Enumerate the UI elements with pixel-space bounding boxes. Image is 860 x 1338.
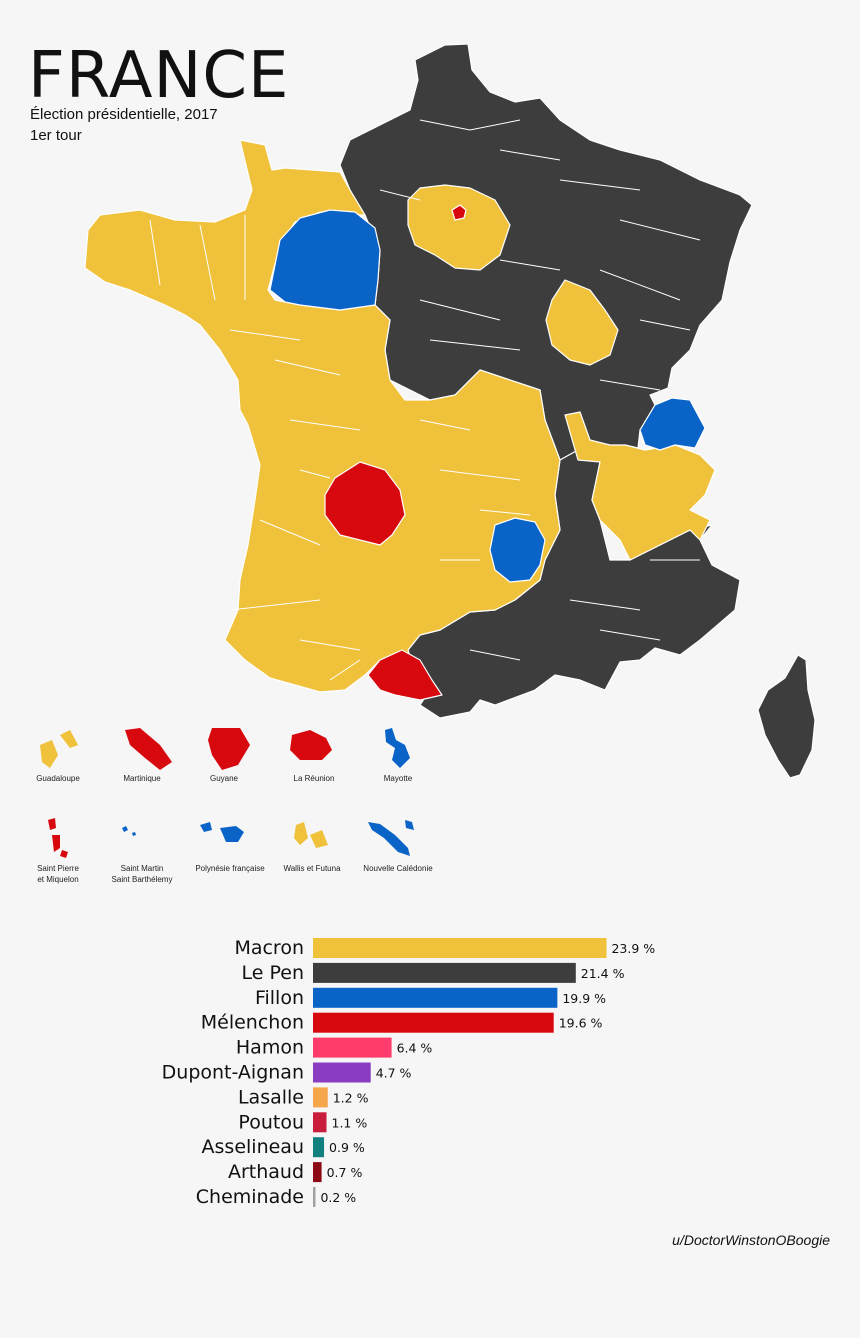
overseas-label: Guadaloupe	[36, 774, 80, 783]
bar-value-label: 19.9 %	[562, 991, 606, 1006]
saint-martin-shape	[122, 826, 136, 836]
bar-category-label: Dupont-Aignan	[162, 1062, 304, 1084]
bar	[313, 1137, 325, 1158]
bar-category-label: Asselineau	[202, 1136, 304, 1158]
reunion-shape	[290, 730, 332, 760]
bar	[313, 1037, 392, 1058]
overseas-label: Martinique	[123, 774, 161, 783]
region-macron-burgundy	[545, 279, 619, 366]
region-fillon-center	[489, 517, 546, 583]
bar-category-label: Cheminade	[196, 1186, 304, 1208]
mayotte-shape	[385, 728, 410, 768]
bar	[313, 987, 558, 1008]
saint-pierre-shape	[48, 818, 68, 858]
region-macron-paris	[407, 184, 511, 271]
bar	[313, 962, 576, 983]
overseas-label: Nouvelle Calédonie	[363, 864, 433, 873]
bar-value-label: 4.7 %	[376, 1066, 412, 1081]
credit-text: u/DoctorWinstonOBoogie	[672, 1232, 830, 1248]
bar-value-label: 23.9 %	[611, 941, 655, 956]
wallis-shape	[294, 822, 328, 848]
bar-category-label: Mélenchon	[201, 1012, 304, 1034]
region-melenchon-paris	[451, 204, 467, 221]
region-melenchon-south	[367, 649, 443, 701]
bar-category-label: Lasalle	[238, 1086, 304, 1108]
bar-value-label: 1.1 %	[332, 1115, 368, 1130]
region-macron-alps	[564, 411, 716, 561]
bar	[313, 1162, 322, 1183]
bar-value-label: 21.4 %	[581, 966, 625, 981]
polynesie-shape	[200, 822, 244, 842]
bar-value-label: 0.2 %	[320, 1190, 356, 1205]
overseas-label: Wallis et Futuna	[283, 864, 341, 873]
bar-value-label: 6.4 %	[397, 1041, 433, 1056]
bar-category-label: Fillon	[255, 987, 304, 1009]
map-subtitle: Élection présidentielle, 2017	[30, 106, 218, 123]
bar-value-label: 19.6 %	[559, 1016, 603, 1031]
region-corsica	[757, 654, 816, 779]
region-macron-west	[84, 139, 561, 693]
bar-category-label: Macron	[234, 937, 304, 959]
martinique-shape	[125, 728, 172, 770]
region-fillon-west	[269, 209, 381, 311]
region-melenchon-sw	[324, 461, 406, 546]
bar-value-label: 0.9 %	[329, 1140, 365, 1155]
bar	[313, 1112, 327, 1133]
region-fillon-savoie	[639, 397, 706, 451]
bar-category-label: Poutou	[238, 1111, 304, 1133]
bar	[313, 1062, 371, 1083]
round-label: 1er tour	[30, 127, 82, 144]
bar	[313, 1087, 328, 1108]
overseas-label: Polynésie française	[195, 864, 265, 873]
overseas-shapes	[40, 728, 414, 858]
guyane-shape	[208, 728, 250, 770]
overseas-label: Saint Martin Saint Barthélemy	[111, 864, 173, 884]
bar-category-label: Arthaud	[228, 1161, 304, 1183]
overseas-label: Saint Pierre et Miquelon	[37, 864, 79, 884]
bar-value-label: 1.2 %	[333, 1090, 369, 1105]
bar	[313, 938, 607, 958]
bar	[313, 1187, 316, 1207]
guadeloupe-shape	[40, 730, 78, 768]
bar-category-label: Hamon	[236, 1037, 304, 1059]
overseas-label: Mayotte	[383, 774, 413, 783]
department-borders	[149, 119, 701, 681]
bar-category-label: Le Pen	[242, 962, 305, 984]
bar	[313, 1012, 554, 1033]
france-map	[40, 43, 816, 858]
bar-value-label: 0.7 %	[327, 1165, 363, 1180]
caledonie-shape	[368, 820, 414, 856]
map-title: FRANCE	[28, 39, 290, 113]
overseas-label: Guyane	[209, 774, 239, 783]
overseas-label: La Réunion	[293, 774, 335, 783]
